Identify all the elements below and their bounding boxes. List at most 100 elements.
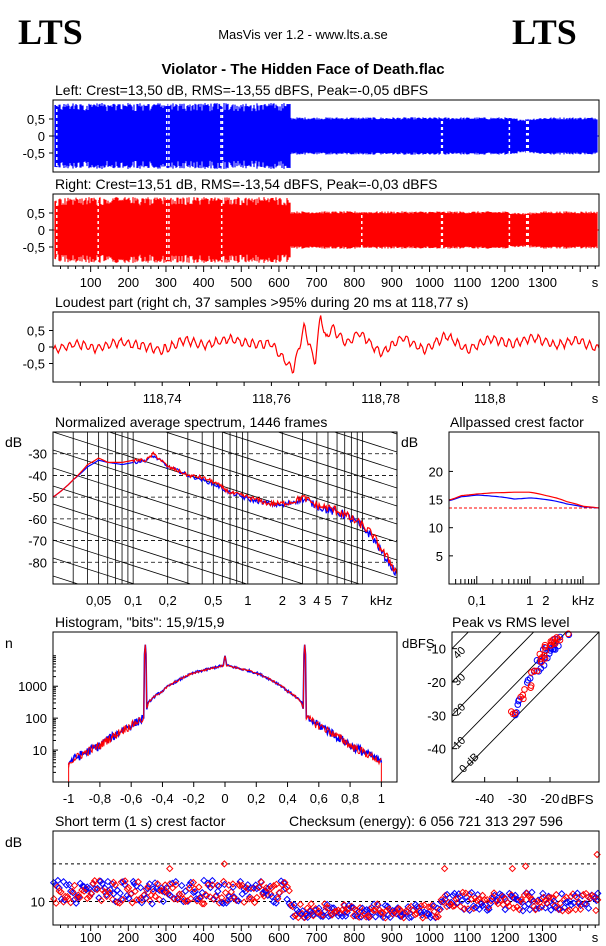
short-term-point — [501, 905, 509, 914]
short-term-point — [54, 876, 62, 885]
short-term-point — [70, 881, 79, 890]
short-term-point — [128, 899, 137, 907]
short-term-point — [417, 902, 425, 910]
short-term-point — [109, 878, 118, 887]
short-term-point — [441, 891, 450, 900]
short-term-point — [465, 890, 474, 898]
peak-vs-rms-point — [541, 655, 549, 662]
short-term-point — [49, 878, 58, 887]
spectrum-xtick-label: 0,05 — [86, 593, 111, 608]
short-term-xtick-label: 1100 — [453, 930, 481, 945]
short-term-point — [268, 883, 276, 892]
short-term-point — [400, 914, 408, 922]
left-waveform-plot: 0,5 0 -0,5 — [23, 103, 599, 169]
short-term-point — [330, 907, 339, 916]
short-term-point — [531, 905, 540, 914]
right-waveform-xtick-label: 600 — [268, 275, 290, 290]
short-term-point — [392, 909, 401, 918]
short-term-point — [189, 878, 198, 887]
short-term-point — [543, 899, 551, 907]
short-term-point — [57, 888, 65, 896]
left-waveform-ytick-label: 0 — [38, 129, 45, 144]
short-term-point — [398, 911, 406, 919]
short-term-point — [121, 880, 129, 889]
allpassed-ylabel: dB — [401, 434, 418, 450]
short-term-point — [63, 892, 72, 901]
short-term-point — [555, 905, 563, 913]
short-term-point — [538, 894, 546, 902]
short-term-point — [229, 880, 237, 888]
allpassed-xtick-label: 1 — [526, 593, 533, 608]
histogram-xtick-label: 0,2 — [247, 791, 265, 806]
spectrum-xtick-label: 1 — [244, 593, 251, 608]
short-term-point — [201, 890, 210, 899]
short-term-point — [83, 894, 91, 903]
histogram-xtick-label: -0,2 — [183, 791, 205, 806]
short-term-point — [244, 885, 252, 893]
short-term-point — [304, 913, 312, 922]
short-term-point — [296, 900, 305, 909]
short-term-point — [449, 902, 457, 910]
short-term-xtick-label: 700 — [306, 930, 328, 945]
peak-vs-rms-point — [531, 667, 538, 675]
peak-vs-rms-diagonal — [452, 632, 535, 716]
short-term-point — [55, 887, 63, 895]
short-term-xtick-label: 300 — [155, 930, 177, 945]
peak-vs-rms-point — [517, 693, 524, 701]
allpassed-series-0 — [448, 494, 600, 509]
short-term-point — [371, 913, 380, 921]
short-term-point — [129, 877, 138, 886]
peak-vs-rms-diagonal-label: 0 dB — [457, 751, 481, 775]
spectrum-slope-line — [53, 306, 397, 416]
short-term-point — [187, 894, 195, 903]
short-term-point — [134, 878, 142, 886]
short-term-point — [117, 878, 126, 886]
allpassed-ytick-label: 15 — [429, 493, 443, 508]
short-term-point — [117, 895, 126, 904]
short-term-point — [264, 884, 272, 893]
short-term-point — [547, 906, 555, 914]
short-term-point — [253, 893, 261, 902]
short-term-point — [215, 882, 223, 890]
short-term-point — [362, 906, 371, 914]
histogram-xtick-label: -0,4 — [151, 791, 173, 806]
short-term-point — [59, 898, 68, 906]
allpassed-series-1 — [448, 491, 600, 509]
spectrum-slope-line — [53, 467, 397, 579]
loudest-part-frame — [52, 311, 600, 383]
spectrum-slope-line — [53, 557, 136, 584]
histogram-ytick-label: 10 — [33, 743, 47, 758]
short-term-point — [432, 913, 440, 921]
spectrum-title: Normalized average spectrum, 1446 frames — [55, 414, 327, 430]
peak-vs-rms-xtick-label: -40 — [475, 791, 494, 806]
short-term-point — [225, 881, 233, 889]
short-term-point — [576, 905, 585, 913]
short-term-point — [162, 883, 171, 892]
spectrum-slope-line — [53, 432, 397, 543]
short-term-xtick-label: 900 — [381, 930, 403, 945]
short-term-point — [194, 895, 202, 903]
right-waveform-xunit: s — [592, 275, 599, 290]
short-term-point — [247, 884, 255, 893]
spectrum-ytick-label: -30 — [28, 447, 47, 462]
peak-vs-rms-xtick-label: -20 — [541, 791, 560, 806]
short-term-point — [281, 878, 289, 887]
short-term-point — [136, 883, 145, 892]
short-term-point — [119, 895, 127, 904]
logo-right: LTS — [512, 12, 577, 52]
short-term-point — [307, 900, 315, 908]
short-term-point — [509, 904, 518, 912]
peak-vs-rms-ytick-label: -20 — [427, 675, 446, 690]
loudest-part-line — [52, 315, 600, 374]
histogram-xtick-label: 0,6 — [310, 791, 328, 806]
short-term-point — [148, 900, 156, 908]
peak-vs-rms-ylabel: dBFS — [402, 636, 435, 651]
spectrum-slope-line — [107, 432, 397, 525]
histogram-series-1 — [68, 644, 382, 768]
short-term-point — [379, 913, 387, 922]
short-term-point — [512, 895, 521, 904]
short-term-point — [116, 889, 124, 897]
short-term-point — [104, 877, 112, 886]
peak-vs-rms-point — [533, 667, 541, 675]
average-spectrum-plot: -30 -40 -50 -60 -70 -80 0,05 0,1 0,2 0,5 1 2 3 4 5 7 — [28, 306, 398, 608]
